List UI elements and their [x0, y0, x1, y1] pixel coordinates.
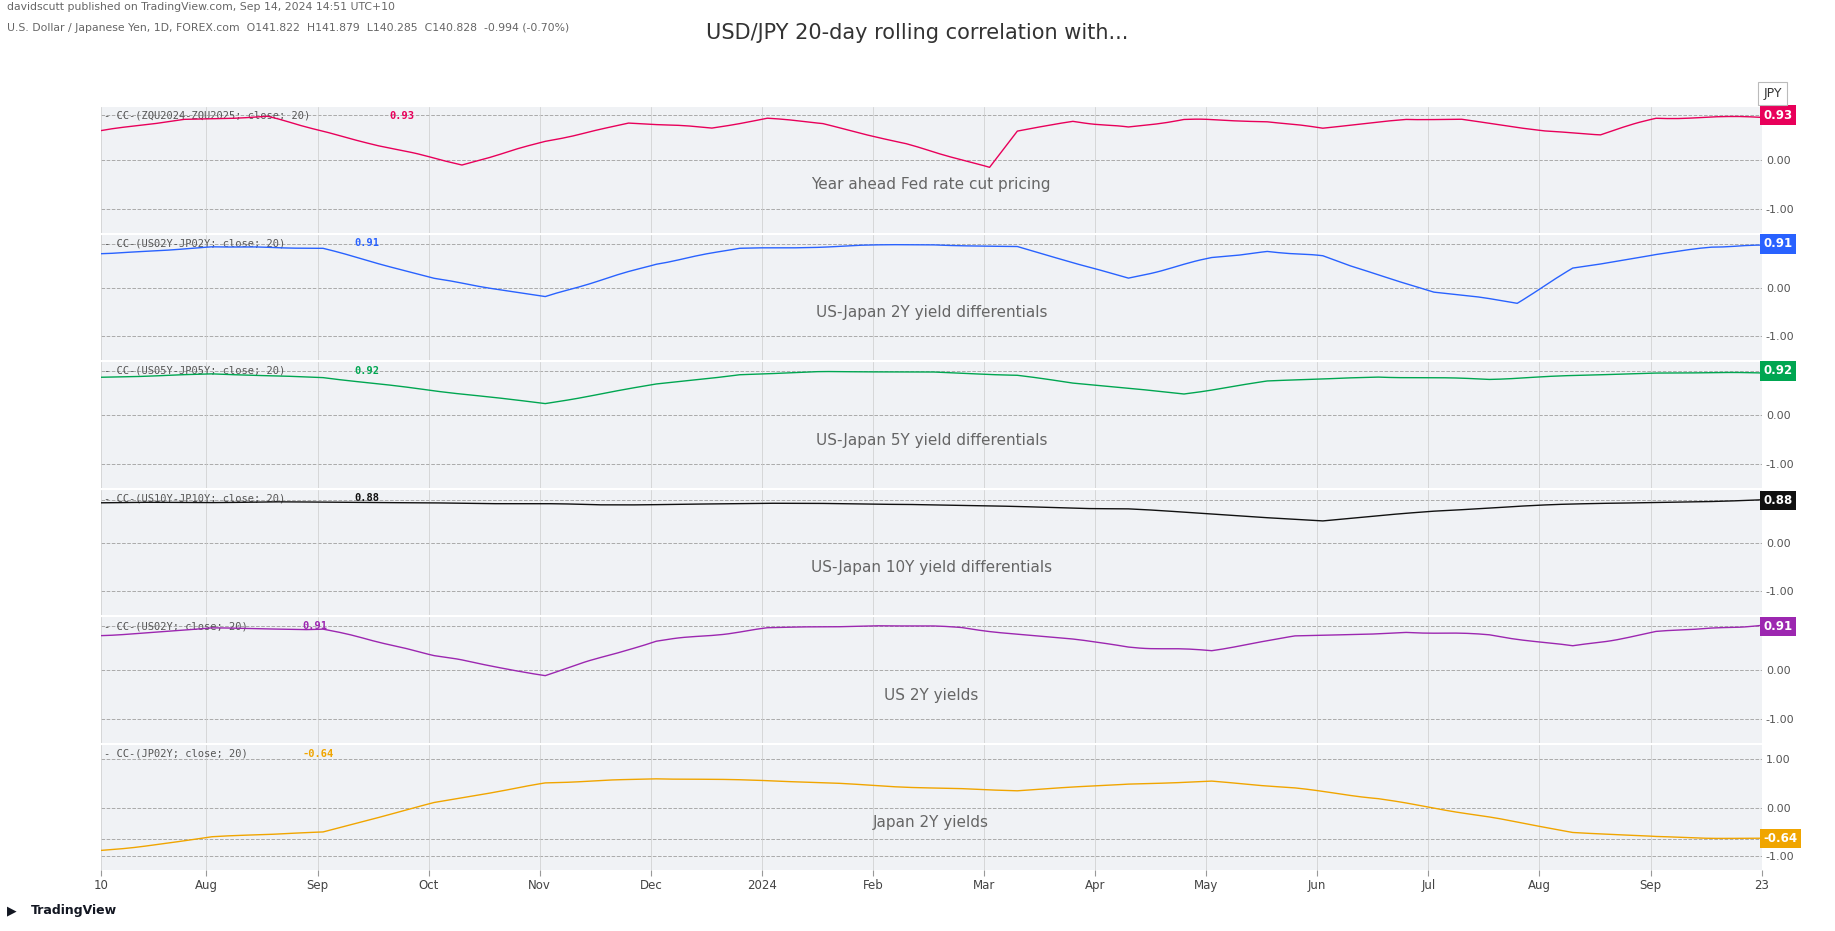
- Text: Year ahead Fed rate cut pricing: Year ahead Fed rate cut pricing: [811, 178, 1051, 193]
- Text: 0.88: 0.88: [1763, 493, 1793, 506]
- Text: davidscutt published on TradingView.com, Sep 14, 2024 14:51 UTC+10: davidscutt published on TradingView.com,…: [7, 2, 395, 12]
- Text: -0.64: -0.64: [303, 749, 334, 759]
- Text: USD/JPY 20-day rolling correlation with...: USD/JPY 20-day rolling correlation with.…: [706, 23, 1129, 43]
- Text: ▶: ▶: [7, 904, 17, 917]
- Text: -0.64: -0.64: [1763, 832, 1798, 845]
- Text: 0.91: 0.91: [1763, 237, 1793, 250]
- Text: Japan 2Y yields: Japan 2Y yields: [873, 816, 989, 830]
- Text: 0.91: 0.91: [1763, 620, 1793, 633]
- Text: 0.93: 0.93: [1763, 109, 1793, 122]
- Text: 0.92: 0.92: [354, 366, 380, 376]
- Text: - CC-(US02Y-JP02Y; close; 20): - CC-(US02Y-JP02Y; close; 20): [105, 238, 286, 249]
- Text: US-Japan 2Y yield differentials: US-Japan 2Y yield differentials: [815, 305, 1048, 320]
- Text: - CC-(US05Y-JP05Y; close; 20): - CC-(US05Y-JP05Y; close; 20): [105, 366, 286, 376]
- Text: 0.91: 0.91: [303, 621, 328, 631]
- Text: US-Japan 10Y yield differentials: US-Japan 10Y yield differentials: [811, 560, 1051, 575]
- Text: 0.93: 0.93: [389, 111, 415, 121]
- Text: - CC-(US10Y-JP10Y; close; 20): - CC-(US10Y-JP10Y; close; 20): [105, 493, 286, 504]
- Text: JPY: JPY: [1763, 87, 1782, 100]
- Text: 0.92: 0.92: [1763, 364, 1793, 377]
- Text: TradingView: TradingView: [31, 904, 117, 917]
- Text: - CC-(US02Y; close; 20): - CC-(US02Y; close; 20): [105, 621, 248, 631]
- Text: 0.91: 0.91: [354, 238, 380, 249]
- Text: 0.88: 0.88: [354, 493, 380, 504]
- Text: US-Japan 5Y yield differentials: US-Japan 5Y yield differentials: [815, 433, 1048, 448]
- Text: US 2Y yields: US 2Y yields: [884, 688, 978, 703]
- Text: - CC-(ZQU2024-ZQU2025; close; 20): - CC-(ZQU2024-ZQU2025; close; 20): [105, 111, 310, 121]
- Text: U.S. Dollar / Japanese Yen, 1D, FOREX.com  O141.822  H141.879  L140.285  C140.82: U.S. Dollar / Japanese Yen, 1D, FOREX.co…: [7, 23, 569, 34]
- Text: - CC-(JP02Y; close; 20): - CC-(JP02Y; close; 20): [105, 749, 248, 759]
